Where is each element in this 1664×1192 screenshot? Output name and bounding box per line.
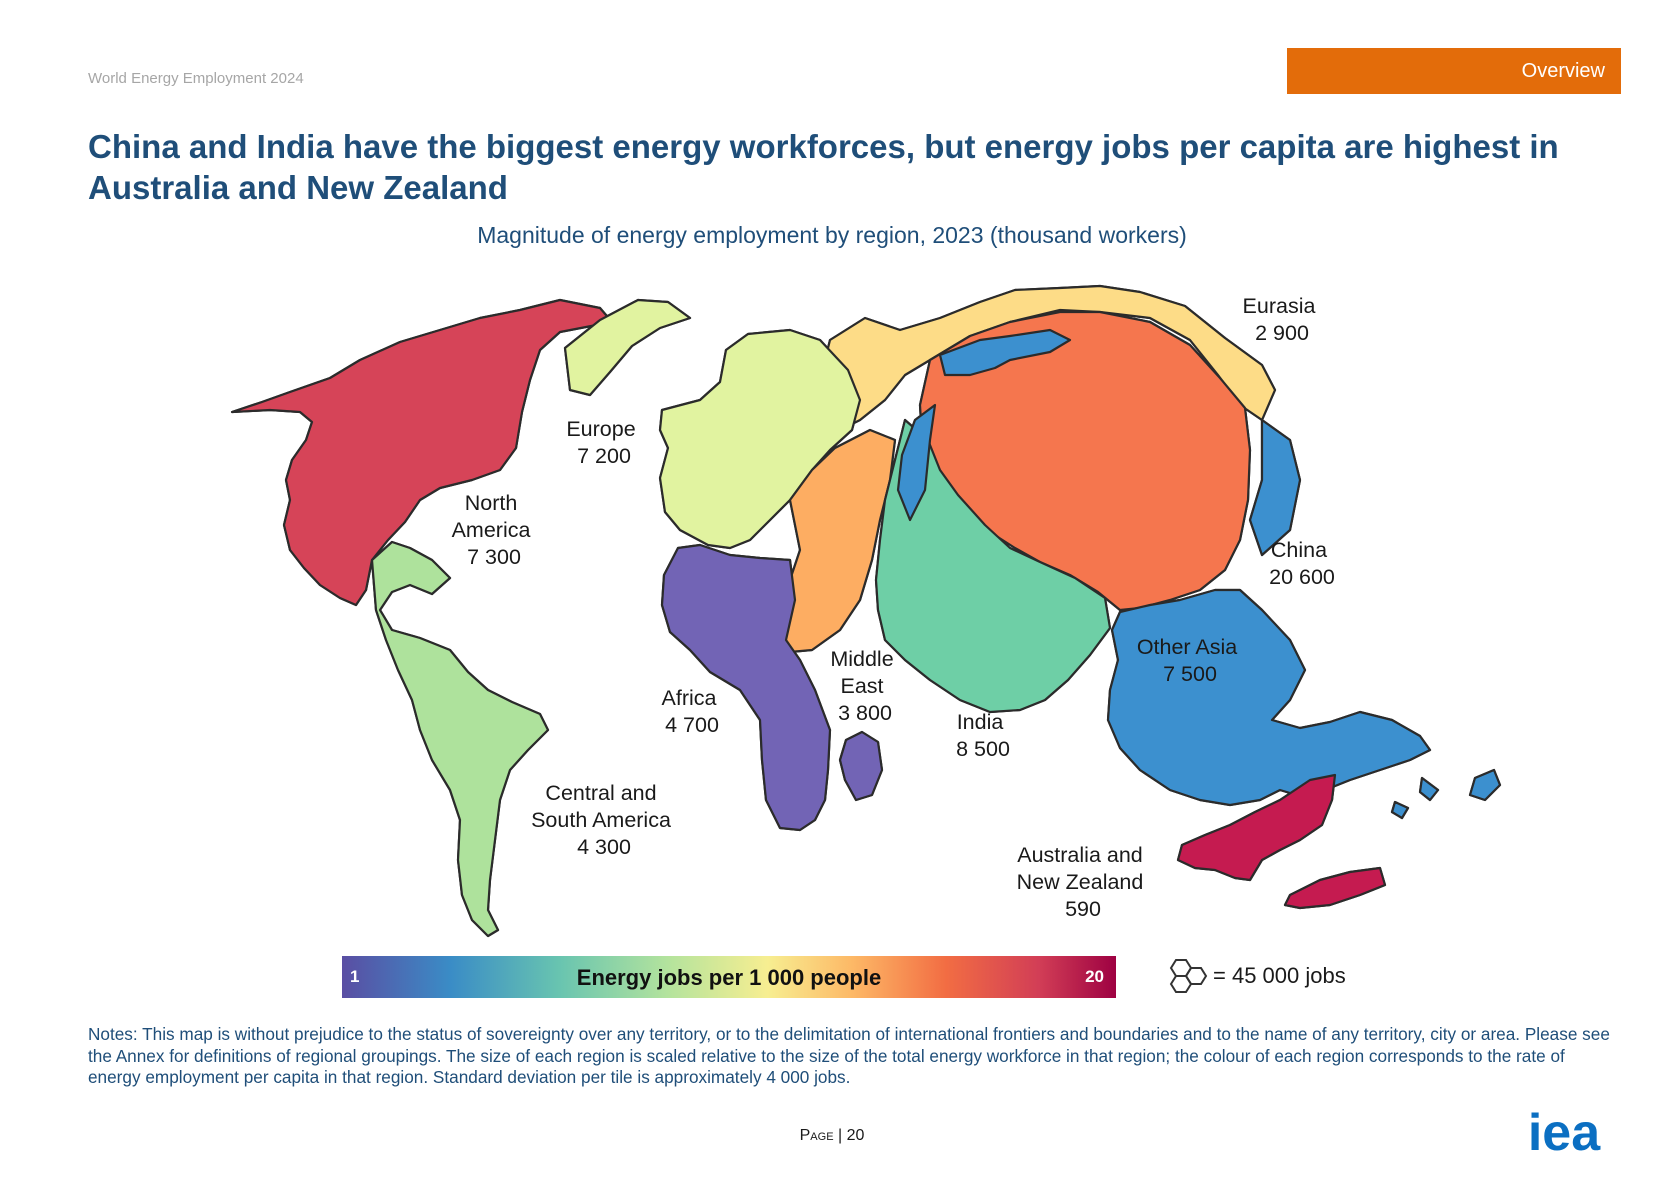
- page-headline: China and India have the biggest energy …: [88, 128, 1559, 206]
- tile-legend-text: = 45 000 jobs: [1213, 963, 1346, 988]
- label-eurasia: Eurasia 2 900: [1243, 294, 1322, 345]
- iea-logo[interactable]: iea: [1514, 1110, 1614, 1158]
- document-title: World Energy Employment 2024: [88, 70, 304, 87]
- svg-text:iea: iea: [1528, 1110, 1601, 1158]
- colorbar-legend: 1 Energy jobs per 1 000 people 20: [342, 956, 1116, 998]
- colorbar-min-label: 1: [350, 967, 360, 986]
- label-europe: Europe 7 200: [566, 417, 641, 468]
- page-number: Page | 20: [0, 1127, 1664, 1145]
- region-csa: [370, 540, 550, 938]
- label-china: China 20 600: [1269, 538, 1335, 589]
- label-india: India 8 500: [956, 710, 1010, 761]
- section-tab[interactable]: Overview: [1287, 48, 1621, 94]
- label-north-america: North America 7 300: [452, 491, 537, 569]
- page-word: Page: [799, 1127, 834, 1144]
- label-csa: Central and South America 4 300: [531, 781, 677, 859]
- label-middle-east: Middle East 3 800: [830, 647, 899, 725]
- label-africa: Africa 4 700: [662, 686, 723, 737]
- chart-title: Magnitude of energy employment by region…: [477, 222, 1187, 248]
- notes-text: Notes: This map is without prejudice to …: [88, 1024, 1610, 1088]
- colorbar-max-label: 20: [1085, 967, 1104, 986]
- label-anz: Australia and New Zealand 590: [1017, 843, 1150, 921]
- hex-tile-icon: [1169, 959, 1208, 993]
- label-other-asia: Other Asia 7 500: [1137, 635, 1243, 686]
- page-separator: |: [833, 1127, 847, 1144]
- colorbar-title: Energy jobs per 1 000 people: [576, 965, 882, 990]
- page-number-value: 20: [846, 1127, 865, 1144]
